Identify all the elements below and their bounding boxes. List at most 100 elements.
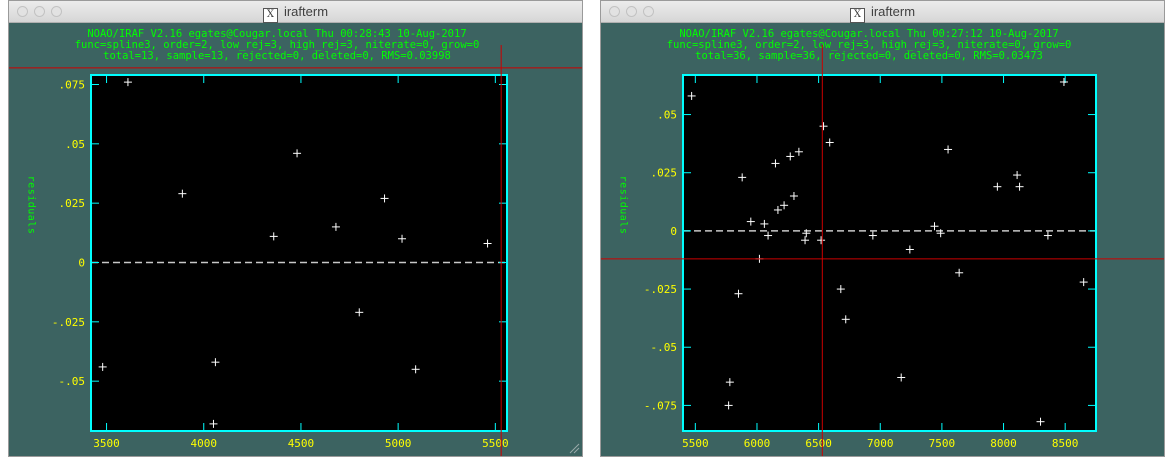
- data-point: [802, 229, 811, 238]
- window-controls: [17, 6, 62, 17]
- data-point: [760, 219, 769, 228]
- data-point: [209, 419, 218, 428]
- data-point: [724, 401, 733, 410]
- plot-frame: [682, 74, 1097, 432]
- x-tick-label: 6000: [744, 437, 771, 450]
- data-point: [780, 201, 789, 210]
- x-tick-label: 3500: [93, 437, 120, 450]
- data-point: [930, 222, 939, 231]
- data-point: [211, 358, 220, 367]
- data-point: [1079, 278, 1088, 287]
- data-point: [825, 138, 834, 147]
- header-line: NOAO/IRAF V2.16 egates@Cougar.local Thu …: [87, 28, 466, 40]
- data-point: [905, 245, 914, 254]
- data-point: [944, 145, 953, 154]
- data-point: [1013, 171, 1022, 180]
- y-tick-label: -.05: [651, 341, 678, 354]
- zoom-button[interactable]: [51, 6, 62, 17]
- y-tick-label: .025: [59, 197, 86, 210]
- header-line: NOAO/IRAF V2.16 egates@Cougar.local Thu …: [679, 28, 1058, 40]
- data-point: [773, 205, 782, 214]
- minimize-button[interactable]: [626, 6, 637, 17]
- data-point: [868, 231, 877, 240]
- data-point: [483, 239, 492, 248]
- x-tick-label: 8500: [1052, 437, 1079, 450]
- data-point: [955, 268, 964, 277]
- data-point: [819, 122, 828, 131]
- data-point: [734, 289, 743, 298]
- y-tick-label: -.075: [644, 399, 677, 412]
- data-point: [123, 78, 132, 87]
- resize-grip-icon[interactable]: [568, 442, 580, 454]
- x11-icon: X: [849, 8, 865, 23]
- data-point: [293, 149, 302, 158]
- minimize-button[interactable]: [34, 6, 45, 17]
- data-point: [936, 229, 945, 238]
- data-point: [725, 378, 734, 387]
- y-tick-label: -.025: [52, 316, 85, 329]
- data-point: [897, 373, 906, 382]
- data-point: [746, 217, 755, 226]
- y-tick-label: 0: [78, 256, 85, 269]
- x-tick-label: 5500: [482, 437, 509, 450]
- data-point: [764, 231, 773, 240]
- header-line: total=36, sample=36, rejected=0, deleted…: [695, 50, 1043, 62]
- window-title-text: irafterm: [283, 4, 329, 19]
- y-tick-label: .05: [657, 109, 677, 122]
- x-tick-label: 4000: [190, 437, 217, 450]
- y-tick-label: .05: [65, 138, 85, 151]
- data-point: [817, 236, 826, 245]
- residuals-plot-left[interactable]: NOAO/IRAF V2.16 egates@Cougar.local Thu …: [9, 23, 583, 457]
- x-tick-label: 8000: [990, 437, 1017, 450]
- data-point: [398, 234, 407, 243]
- data-point: [269, 232, 278, 241]
- data-point: [331, 222, 340, 231]
- data-point: [411, 365, 420, 374]
- data-point: [771, 159, 780, 168]
- close-button[interactable]: [609, 6, 620, 17]
- data-point: [836, 285, 845, 294]
- y-tick-label: .075: [59, 78, 86, 91]
- window-controls: [609, 6, 654, 17]
- header-line: total=13, sample=13, rejected=0, deleted…: [103, 50, 451, 62]
- x-tick-label: 7000: [867, 437, 894, 450]
- data-point: [841, 315, 850, 324]
- data-point: [993, 182, 1002, 191]
- y-tick-label: -.05: [59, 375, 86, 388]
- x-tick-label: 6500: [805, 437, 832, 450]
- x-tick-label: 5000: [385, 437, 412, 450]
- window-title-text: irafterm: [870, 4, 916, 19]
- y-tick-label: .025: [651, 167, 678, 180]
- data-point: [98, 362, 107, 371]
- zoom-button[interactable]: [643, 6, 654, 17]
- data-point: [789, 191, 798, 200]
- data-point: [380, 194, 389, 203]
- data-point: [687, 91, 696, 100]
- x11-icon: X: [262, 8, 278, 23]
- data-point: [801, 236, 810, 245]
- x-tick-label: 7500: [929, 437, 956, 450]
- data-point: [794, 147, 803, 156]
- y-tick-label: 0: [670, 225, 677, 238]
- data-point: [178, 189, 187, 198]
- y-axis-label: residuals: [618, 176, 629, 235]
- plot-area: [91, 75, 507, 431]
- y-axis-label: residuals: [26, 176, 37, 235]
- data-point: [786, 152, 795, 161]
- x-tick-label: 4500: [288, 437, 315, 450]
- data-point: [1043, 231, 1052, 240]
- header-line: func=spline3, order=2, low_rej=3, high_r…: [667, 39, 1072, 51]
- residuals-plot-right[interactable]: NOAO/IRAF V2.16 egates@Cougar.local Thu …: [601, 23, 1165, 457]
- data-point: [355, 308, 364, 317]
- y-tick-label: -.025: [644, 283, 677, 296]
- data-point: [1059, 77, 1068, 86]
- close-button[interactable]: [17, 6, 28, 17]
- data-point: [1015, 182, 1024, 191]
- data-point: [738, 173, 747, 182]
